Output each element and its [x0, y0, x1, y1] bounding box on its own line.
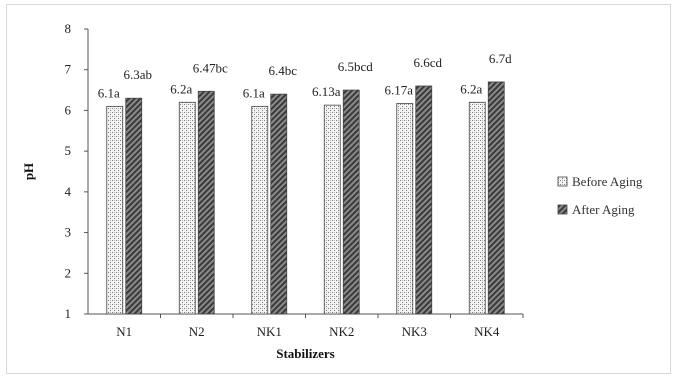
y-tick-label: 2 [65, 265, 72, 280]
chart-bars [106, 81, 505, 315]
x-tick-label: N1 [116, 324, 132, 339]
data-label: 6.2a [460, 81, 482, 96]
chart-data-labels: 6.1a6.3ab6.2a6.47bc6.1a6.4bc6.13a6.5bcd6… [98, 51, 512, 100]
data-label: 6.3ab [123, 67, 152, 82]
y-tick-label: 7 [65, 62, 72, 77]
x-tick-label: N2 [189, 324, 205, 339]
data-label: 6.4bc [268, 63, 297, 78]
y-tick-label: 4 [65, 184, 72, 199]
y-tick-label: 5 [65, 143, 72, 158]
x-tick-label: NK3 [402, 324, 427, 339]
legend-swatch [557, 204, 568, 215]
x-tick-label: NK1 [257, 324, 282, 339]
data-label: 6.6cd [413, 55, 442, 70]
data-label: 6.2a [170, 81, 192, 96]
chart-axes: 1 2 3 4 5 6 7 8 pH Stabilizers N1 N2 NK1 NK2 NK3 NK4 [21, 21, 524, 361]
legend-label: Before Aging [572, 174, 643, 189]
data-label: 6.17a [384, 83, 413, 98]
bar-before-aging [106, 105, 124, 315]
bar-before-aging [251, 105, 269, 315]
data-label: 6.1a [243, 85, 265, 100]
bar-before-aging [323, 104, 341, 315]
bar-after-aging [487, 81, 505, 315]
data-label: 6.1a [98, 85, 120, 100]
legend-label: After Aging [572, 202, 635, 217]
bar-after-aging [415, 85, 433, 315]
bar-after-aging [125, 97, 143, 315]
chart-legend: Before Aging After Aging [557, 174, 643, 217]
legend-swatch [557, 176, 568, 187]
bar-after-aging [197, 90, 215, 315]
data-label: 6.13a [312, 84, 341, 99]
data-label: 6.7d [489, 51, 512, 66]
data-label: 6.5bcd [338, 59, 374, 74]
bar-before-aging [396, 103, 414, 315]
x-tick-label: NK2 [329, 324, 354, 339]
bar-after-aging [270, 93, 288, 315]
y-tick-label: 6 [65, 102, 72, 117]
y-tick-label: 3 [65, 225, 72, 240]
bar-before-aging [468, 101, 486, 315]
data-label: 6.47bc [193, 60, 228, 75]
x-tick-label: NK4 [474, 324, 500, 339]
bar-after-aging [342, 89, 360, 315]
y-axis-title: pH [21, 163, 36, 180]
x-axis-title: Stabilizers [276, 346, 335, 361]
bar-before-aging [178, 101, 196, 315]
y-tick-label: 1 [65, 306, 72, 321]
y-tick-label: 8 [65, 21, 72, 36]
